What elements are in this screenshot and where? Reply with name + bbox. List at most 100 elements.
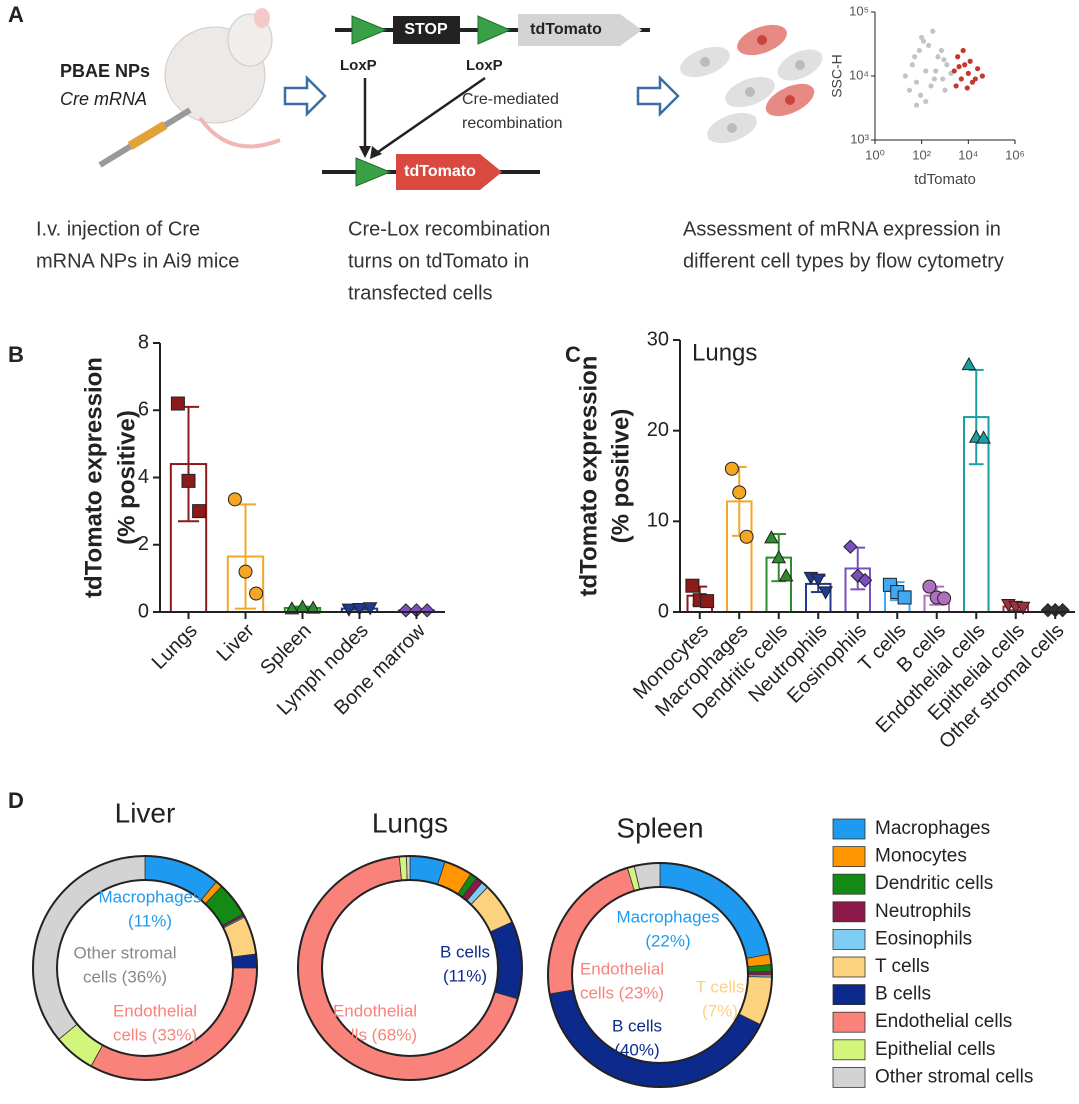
- point: [956, 64, 962, 70]
- legend-label: Endothelial cells: [875, 1011, 1012, 1032]
- flow-arrow: [283, 74, 327, 118]
- legend-swatch: [832, 1039, 866, 1061]
- point: [897, 590, 912, 605]
- point: [700, 594, 715, 609]
- donut-title: Spleen: [616, 812, 703, 843]
- point: [951, 68, 957, 74]
- panel-label: B: [8, 342, 24, 367]
- data-label: T cells: [696, 977, 745, 996]
- y-tick-label: 6: [138, 399, 149, 421]
- point: [953, 83, 959, 89]
- point: [1015, 601, 1031, 615]
- point: [979, 73, 985, 79]
- panel-label: C: [565, 342, 581, 367]
- legend-label: Eosinophils: [875, 928, 972, 949]
- y-axis-label: tdTomato expression: [575, 356, 602, 597]
- y-axis-label: (% positive): [113, 410, 140, 545]
- point: [940, 76, 946, 82]
- point: [922, 579, 937, 594]
- y-tick-label: 0: [138, 600, 149, 622]
- y-tick-label: 4: [138, 466, 149, 488]
- legend-swatch: [832, 873, 866, 895]
- point: [958, 76, 964, 82]
- point: [931, 76, 937, 82]
- point: [917, 92, 924, 98]
- point: [724, 461, 739, 476]
- x-tick-label: 10²: [912, 147, 931, 162]
- data-label: Other stromal: [74, 943, 177, 962]
- y-tick-label: 10⁵: [849, 3, 869, 18]
- data-label: Endothelial: [580, 959, 664, 978]
- caption: transfected cells: [348, 282, 493, 304]
- stop-label: STOP: [404, 21, 448, 38]
- y-axis-label: (% positive): [607, 409, 634, 544]
- data-label: B cells: [440, 942, 490, 961]
- panel-label: A: [8, 2, 24, 27]
- data-label: Macrophages: [616, 907, 719, 926]
- data-label: cells (33%): [113, 1025, 197, 1044]
- ring-outline: [571, 886, 749, 1064]
- data-label: Macrophages: [98, 887, 201, 906]
- recombination-label: Cre-mediated: [462, 91, 559, 108]
- caption: turns on tdTomato in: [348, 250, 529, 272]
- point: [972, 76, 978, 82]
- ring-outline: [297, 855, 523, 1081]
- y-axis-label: SSC-H: [829, 54, 845, 98]
- drug-name: PBAE NPs: [60, 61, 150, 81]
- point: [975, 66, 981, 72]
- y-tick-label: 10³: [850, 131, 869, 146]
- point: [739, 529, 754, 544]
- x-axis-label: tdTomato: [914, 171, 976, 188]
- legend-swatch: [832, 984, 866, 1005]
- caption: different cell types by flow cytometry: [683, 250, 1004, 272]
- ring-outline: [321, 879, 499, 1057]
- data-label: (11%): [128, 911, 172, 930]
- y-tick-label: 10: [647, 510, 669, 532]
- legend-label: Dendritic cells: [875, 873, 993, 894]
- point: [938, 47, 944, 54]
- y-tick-label: 8: [138, 331, 149, 353]
- point: [923, 68, 929, 74]
- data-label: (40%): [614, 1040, 659, 1059]
- point: [810, 573, 826, 587]
- recombination-label: recombination: [462, 115, 563, 132]
- legend-swatch: [832, 901, 866, 923]
- point: [398, 603, 414, 618]
- point: [238, 564, 253, 579]
- reporter-label: tdTomato: [530, 21, 602, 38]
- legend-label: Macrophages: [875, 818, 990, 839]
- y-axis-label: tdTomato expression: [80, 357, 107, 598]
- point: [352, 602, 367, 617]
- legend-label: B cells: [875, 984, 931, 1005]
- loxp-label: LoxP: [340, 57, 377, 74]
- point: [843, 539, 858, 554]
- panel-label: D: [8, 788, 24, 813]
- data-label: (22%): [645, 931, 690, 950]
- cargo-name: Cre mRNA: [60, 89, 147, 109]
- point: [181, 473, 196, 488]
- point: [955, 54, 961, 60]
- legend-label: Monocytes: [875, 846, 967, 867]
- caption: Cre-Lox recombination: [348, 218, 550, 240]
- gene-construct: [322, 14, 650, 190]
- point: [942, 87, 948, 93]
- legend-swatch: [832, 1011, 866, 1033]
- point: [961, 356, 977, 371]
- ring-outline: [32, 855, 258, 1081]
- point: [930, 28, 936, 34]
- point: [771, 550, 787, 564]
- point: [227, 492, 242, 507]
- y-tick-label: 0: [658, 600, 669, 622]
- point: [305, 600, 321, 614]
- point: [967, 58, 973, 64]
- ring-outline: [547, 862, 773, 1088]
- point: [960, 47, 966, 54]
- annotation: Lungs: [692, 339, 757, 366]
- ring-outline: [56, 879, 234, 1057]
- donut-title: Liver: [115, 797, 176, 828]
- y-tick-label: 20: [647, 419, 669, 441]
- data-label: Endothelial: [333, 1001, 417, 1020]
- flow-arrow: [636, 74, 680, 118]
- point: [937, 591, 952, 606]
